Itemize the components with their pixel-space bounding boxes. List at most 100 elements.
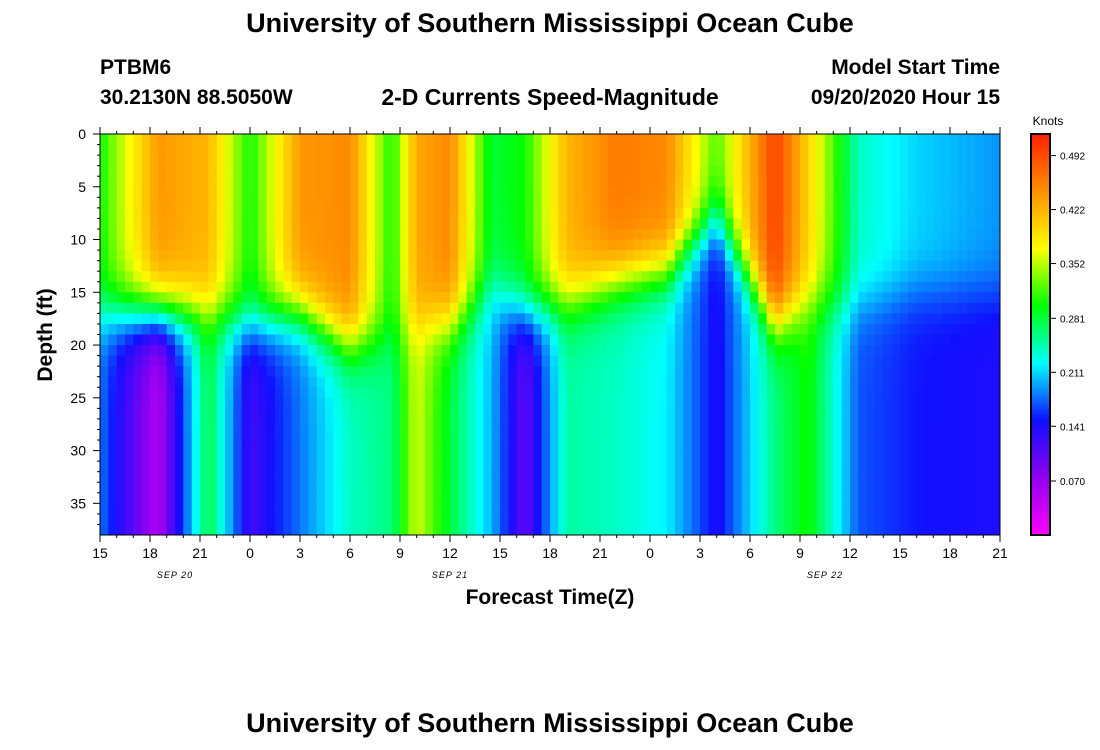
heatmap-cell: [891, 334, 901, 346]
heatmap-cell: [483, 408, 493, 420]
heatmap-cell: [916, 345, 926, 357]
heatmap-cell: [850, 492, 859, 504]
heatmap-cell: [916, 197, 926, 209]
heatmap-cell: [758, 450, 768, 462]
heatmap-cell: [750, 418, 759, 431]
heatmap-cell: [475, 366, 484, 378]
heatmap-cell: [725, 165, 734, 177]
heatmap-cell: [758, 387, 768, 399]
heatmap-cell: [316, 176, 326, 188]
heatmap-cell: [916, 260, 926, 272]
heatmap-cell: [666, 134, 676, 146]
heatmap-cell: [183, 250, 193, 262]
heatmap-cell: [725, 207, 734, 220]
heatmap-cell: [333, 134, 343, 146]
heatmap-cell: [466, 334, 476, 346]
heatmap-cell: [858, 176, 868, 188]
heatmap-cell: [708, 250, 718, 262]
heatmap-cell: [641, 387, 651, 399]
heatmap-cell: [608, 471, 618, 483]
heatmap-cell: [508, 176, 518, 188]
heatmap-cell: [458, 281, 468, 293]
heatmap-cell: [950, 492, 959, 504]
heatmap-cell: [450, 176, 459, 188]
heatmap-cell: [116, 513, 126, 526]
heatmap-cell: [275, 218, 284, 230]
heatmap-cell: [241, 260, 251, 272]
heatmap-cell: [525, 176, 534, 188]
heatmap-cell: [141, 387, 151, 399]
heatmap-cell: [858, 366, 868, 378]
colorbar-units-label: Knots: [1033, 114, 1064, 128]
heatmap-cell: [958, 461, 968, 473]
heatmap-cell: [241, 513, 251, 526]
heatmap-cell: [616, 186, 626, 198]
heatmap-cell: [700, 165, 709, 177]
heatmap-cell: [208, 207, 218, 220]
heatmap-cell: [166, 345, 176, 357]
heatmap-cell: [725, 155, 734, 167]
heatmap-cell: [350, 387, 359, 399]
heatmap-cell: [350, 450, 359, 462]
heatmap-cell: [591, 440, 601, 452]
heatmap-cell: [766, 134, 776, 146]
heatmap-cell: [300, 492, 309, 504]
heatmap-cell: [458, 155, 468, 167]
heatmap-cell: [908, 397, 918, 409]
heatmap-cell: [850, 345, 859, 357]
heatmap-cell: [108, 366, 118, 378]
heatmap-cell: [291, 355, 301, 367]
heatmap-cell: [233, 218, 243, 230]
heatmap-cell: [341, 144, 351, 156]
heatmap-cell: [950, 144, 959, 156]
heatmap-cell: [416, 281, 426, 293]
heatmap-cell: [233, 144, 243, 156]
heatmap-cell: [983, 165, 993, 177]
heatmap-cell: [983, 134, 993, 146]
heatmap-cell: [641, 461, 651, 473]
heatmap-cell: [725, 250, 734, 262]
heatmap-cell: [141, 355, 151, 367]
heatmap-cell: [558, 323, 568, 336]
heatmap-cell: [700, 260, 709, 272]
heatmap-cell: [975, 155, 984, 167]
heatmap-cell: [766, 397, 776, 409]
heatmap-cell: [491, 387, 501, 399]
heatmap-cell: [400, 482, 409, 494]
heatmap-cell: [475, 302, 484, 314]
heatmap-cell: [200, 482, 209, 494]
heatmap-cell: [791, 429, 801, 441]
heatmap-cell: [766, 450, 776, 462]
heatmap-cell: [675, 345, 684, 357]
heatmap-cell: [225, 345, 234, 357]
heatmap-cell: [441, 461, 451, 473]
heatmap-cell: [825, 397, 834, 409]
heatmap-cell: [216, 345, 226, 357]
heatmap-cell: [108, 186, 118, 198]
heatmap-cell: [741, 144, 751, 156]
heatmap-cell: [675, 271, 684, 283]
heatmap-cell: [216, 366, 226, 378]
heatmap-cell: [733, 492, 743, 504]
heatmap-cell: [166, 397, 176, 409]
heatmap-cell: [116, 450, 126, 462]
heatmap-cell: [541, 397, 551, 409]
heatmap-cell: [516, 387, 526, 399]
heatmap-cell: [200, 207, 209, 220]
heatmap-cell: [708, 313, 718, 325]
heatmap-cell: [616, 155, 626, 167]
heatmap-cell: [850, 482, 859, 494]
heatmap-cell: [150, 376, 159, 388]
heatmap-cell: [850, 334, 859, 346]
heatmap-cell: [758, 471, 768, 483]
heatmap-cell: [400, 134, 409, 146]
heatmap-cell: [525, 228, 534, 241]
heatmap-cell: [116, 323, 126, 336]
heatmap-cell: [883, 176, 893, 188]
heatmap-cell: [150, 250, 159, 262]
heatmap-cell: [475, 250, 484, 262]
heatmap-cell: [416, 165, 426, 177]
heatmap-cell: [791, 355, 801, 367]
heatmap-cell: [383, 207, 393, 220]
heatmap-cell: [366, 376, 376, 388]
